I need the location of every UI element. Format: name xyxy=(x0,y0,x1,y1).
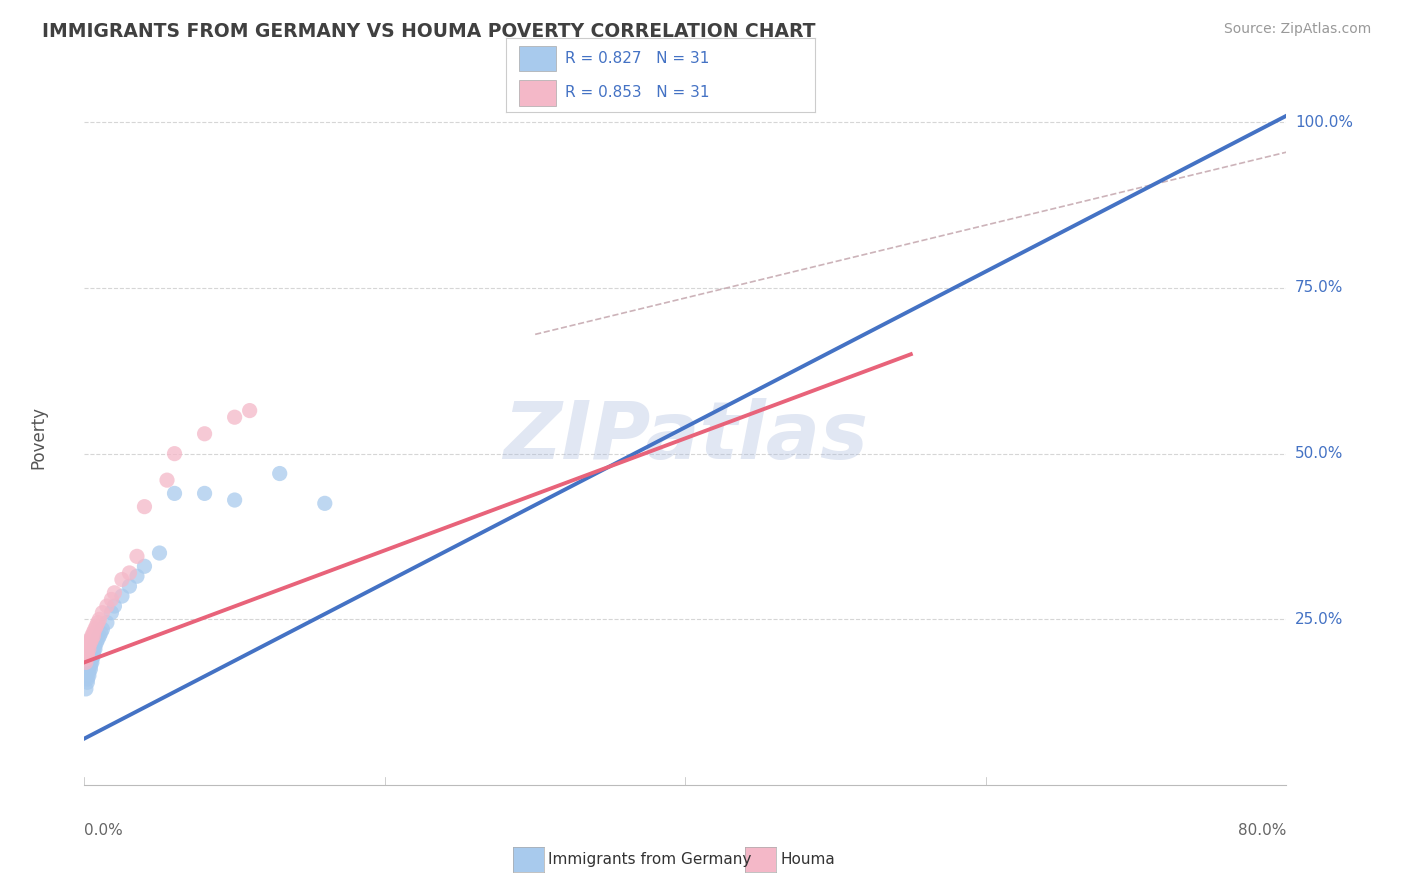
Text: IMMIGRANTS FROM GERMANY VS HOUMA POVERTY CORRELATION CHART: IMMIGRANTS FROM GERMANY VS HOUMA POVERTY… xyxy=(42,22,815,41)
Point xyxy=(79,658,101,673)
Point xyxy=(82,625,104,640)
Point xyxy=(134,500,156,514)
Point xyxy=(83,642,105,657)
Point xyxy=(103,599,125,613)
Point xyxy=(75,681,97,696)
Point xyxy=(89,629,111,643)
Point xyxy=(77,639,100,653)
Point xyxy=(83,639,105,653)
Point xyxy=(77,668,100,682)
Point xyxy=(239,403,262,417)
Point xyxy=(76,648,98,663)
Point xyxy=(76,645,98,659)
Point xyxy=(90,625,112,640)
Text: Source: ZipAtlas.com: Source: ZipAtlas.com xyxy=(1223,22,1371,37)
Text: R = 0.853   N = 31: R = 0.853 N = 31 xyxy=(565,86,710,100)
Point xyxy=(103,586,125,600)
Text: Houma: Houma xyxy=(780,853,835,867)
Point xyxy=(77,635,100,649)
Point xyxy=(91,622,114,636)
Point xyxy=(79,635,101,649)
Point xyxy=(148,546,170,560)
Point xyxy=(89,612,111,626)
Point xyxy=(79,632,101,647)
Point xyxy=(111,573,134,587)
Point xyxy=(76,672,98,686)
Point xyxy=(224,410,246,425)
Point xyxy=(100,606,122,620)
Point xyxy=(80,656,103,670)
Point xyxy=(118,579,141,593)
Point xyxy=(224,493,246,508)
Text: Immigrants from Germany: Immigrants from Germany xyxy=(548,853,752,867)
Point xyxy=(96,615,118,630)
Point xyxy=(76,675,98,690)
Point xyxy=(82,629,104,643)
Point xyxy=(87,615,110,630)
Text: Poverty: Poverty xyxy=(30,406,48,468)
Point xyxy=(80,632,103,647)
Bar xyxy=(519,80,555,105)
Text: 75.0%: 75.0% xyxy=(1295,280,1343,295)
Point xyxy=(83,622,105,636)
Point xyxy=(80,652,103,666)
Point xyxy=(75,652,97,666)
Point xyxy=(156,473,179,487)
Point xyxy=(125,569,148,583)
Text: 0.0%: 0.0% xyxy=(84,823,124,838)
Point xyxy=(96,599,118,613)
Point xyxy=(269,467,291,481)
Point xyxy=(79,662,101,676)
Point xyxy=(111,589,134,603)
Point xyxy=(314,496,336,510)
Text: R = 0.827   N = 31: R = 0.827 N = 31 xyxy=(565,51,709,66)
Text: 25.0%: 25.0% xyxy=(1295,612,1343,627)
Point xyxy=(82,648,104,663)
Point xyxy=(87,632,110,647)
Point xyxy=(75,656,97,670)
Point xyxy=(86,635,108,649)
Bar xyxy=(519,45,555,71)
Point xyxy=(194,486,217,500)
Point xyxy=(100,592,122,607)
Point xyxy=(86,619,108,633)
Point xyxy=(91,606,114,620)
Point xyxy=(118,566,141,580)
Text: 50.0%: 50.0% xyxy=(1295,446,1343,461)
Text: ZIPatlas: ZIPatlas xyxy=(503,398,868,476)
Point xyxy=(125,549,148,564)
Point xyxy=(163,447,186,461)
Text: 100.0%: 100.0% xyxy=(1295,115,1353,130)
Point xyxy=(134,559,156,574)
Point xyxy=(82,645,104,659)
Point xyxy=(80,629,103,643)
Point xyxy=(76,648,98,663)
Text: 80.0%: 80.0% xyxy=(1239,823,1286,838)
Point xyxy=(77,665,100,680)
Point xyxy=(194,426,217,441)
Point xyxy=(163,486,186,500)
Point xyxy=(77,642,100,657)
